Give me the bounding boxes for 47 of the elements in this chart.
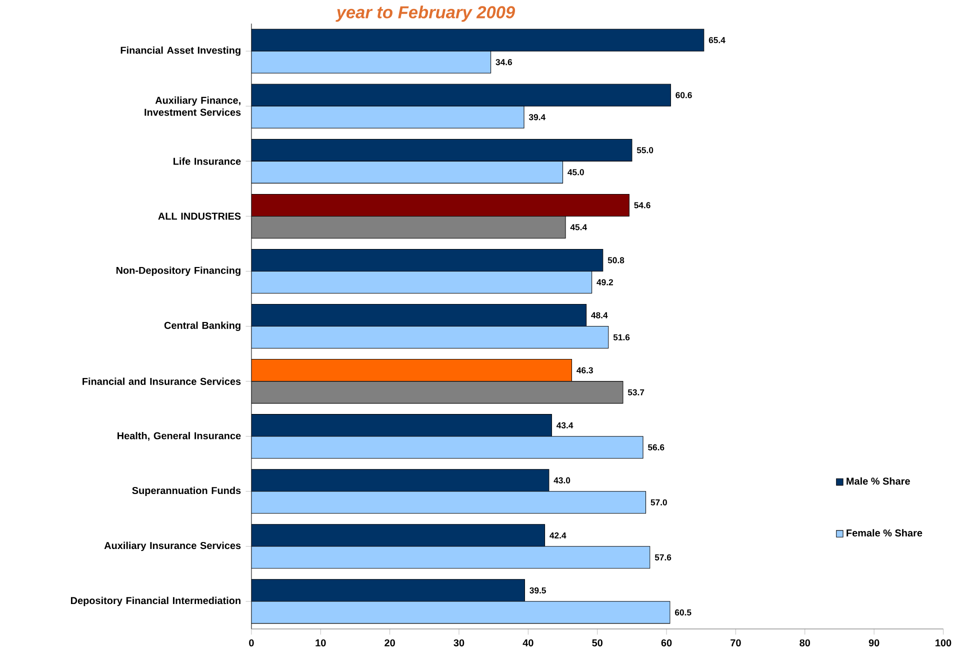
data-label: 57.6 (654, 554, 672, 561)
data-label: 56.6 (648, 444, 664, 451)
data-label: 46.3 (576, 367, 593, 374)
x-tick-label: 90 (868, 640, 880, 647)
x-tick-label: 80 (800, 640, 810, 647)
data-label: 48.4 (591, 312, 608, 319)
data-label: 42.4 (550, 532, 566, 539)
data-label: 34.6 (496, 59, 512, 66)
legend-label: Female % Share (846, 529, 922, 537)
x-tick-label: 10 (316, 640, 326, 647)
x-tick-label: 0 (249, 640, 254, 647)
data-label: 60.5 (675, 610, 692, 616)
data-label: 50.8 (608, 257, 624, 264)
y-tick-label: Life Insurance (174, 158, 241, 166)
x-tick-label: 60 (661, 640, 672, 647)
data-label: 51.6 (613, 334, 630, 341)
data-label: 54.6 (634, 202, 650, 208)
y-tick-label: Auxiliary Finance, Investment Services (144, 96, 241, 116)
data-label: 65.4 (708, 37, 726, 44)
y-tick-label: ALL INDUSTRIES (158, 212, 241, 220)
data-label: 55.0 (636, 147, 654, 154)
chart-title: year to February 2009 (336, 6, 516, 22)
y-tick-label: Depository Financial Intermediation (70, 597, 240, 606)
x-tick-label: 50 (592, 640, 602, 647)
x-tick-label: 70 (730, 640, 741, 647)
data-label: 39.5 (530, 588, 546, 594)
data-label: 39.4 (528, 114, 546, 120)
x-tick-label: 20 (384, 640, 395, 647)
data-label: 43.4 (556, 422, 574, 429)
data-label: 57.0 (650, 500, 667, 506)
x-tick-label: 100 (936, 640, 952, 647)
y-tick-label: Central Banking (164, 322, 240, 332)
y-tick-label: Superannuation Funds (132, 486, 241, 496)
data-label: 53.7 (628, 389, 644, 396)
x-tick-label: 40 (522, 640, 534, 647)
y-tick-label: Health, General Insurance (118, 432, 241, 441)
y-tick-label: Auxiliary Insurance Services (104, 542, 241, 552)
data-label: 45.4 (570, 224, 588, 230)
x-tick-label: 30 (454, 640, 464, 647)
y-tick-label: Non-Depository Financing (116, 266, 240, 276)
y-tick-label: Financial and Insurance Services (82, 378, 241, 386)
data-label: 45.0 (568, 169, 584, 176)
y-tick-label: Financial Asset Investing (120, 46, 240, 56)
data-label: 60.6 (676, 92, 692, 98)
data-label: 49.2 (596, 279, 613, 286)
data-label: 43.0 (554, 478, 570, 484)
legend-label: Male % Share (846, 478, 910, 485)
